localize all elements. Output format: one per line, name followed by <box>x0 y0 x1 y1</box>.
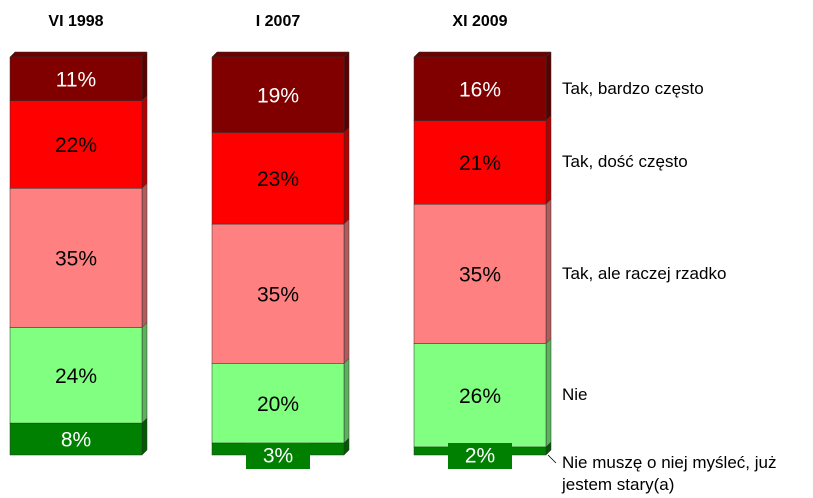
value-label: 35% <box>459 263 501 286</box>
label-box <box>246 443 310 469</box>
bar-top <box>211 51 350 58</box>
value-label: 21% <box>459 152 501 175</box>
bar-side <box>343 357 350 444</box>
bar-side <box>141 182 148 329</box>
value-label: 23% <box>257 168 299 191</box>
bar-side <box>141 322 148 424</box>
bar-side <box>545 115 552 205</box>
bar-side <box>545 198 552 345</box>
bar-side <box>141 95 148 189</box>
bar-segment <box>211 132 345 225</box>
category-label: XI 2009 <box>452 13 507 30</box>
bar-side <box>545 51 552 122</box>
legend-entry: Nie <box>562 385 588 405</box>
bar-top <box>9 51 148 58</box>
value-label: 35% <box>55 248 97 271</box>
bar-segment <box>413 204 547 344</box>
value-label: 2% <box>465 445 495 468</box>
legend-entry: Tak, dość często <box>562 152 688 172</box>
value-label: 8% <box>61 429 91 452</box>
label-box <box>448 443 512 469</box>
category-label: VI 1998 <box>48 13 103 30</box>
bar-top <box>413 51 552 58</box>
value-label: 22% <box>55 134 97 157</box>
value-label: 3% <box>263 445 293 468</box>
bar-side <box>343 127 350 225</box>
value-label: 20% <box>257 393 299 416</box>
bar-segment <box>211 223 345 364</box>
bar-segment <box>413 120 547 205</box>
legend-entry: Tak, ale raczej rzadko <box>562 263 727 283</box>
value-label: 26% <box>459 385 501 408</box>
legend-entry: Tak, bardzo często <box>562 78 704 98</box>
bar-side <box>343 51 350 134</box>
value-label: 35% <box>257 283 299 306</box>
value-label: 16% <box>459 78 501 101</box>
bar-side <box>545 337 552 448</box>
bar-segment <box>9 100 143 189</box>
value-label: 19% <box>257 84 299 107</box>
bar-segment <box>211 56 345 133</box>
bar-segment <box>9 327 143 424</box>
legend-entry: Nie muszę o niej myśleć, już jestem star… <box>562 453 777 494</box>
value-label: 24% <box>55 365 97 388</box>
bar-segment <box>9 188 143 328</box>
bar-segment <box>9 422 143 456</box>
bar-side <box>141 51 148 102</box>
bar-side <box>343 218 350 365</box>
leader-line <box>547 454 557 464</box>
bar-segment <box>413 343 547 448</box>
category-label: I 2007 <box>256 13 301 30</box>
bar-segment <box>9 56 143 102</box>
bar-side <box>141 417 148 456</box>
value-label: 11% <box>56 68 96 91</box>
